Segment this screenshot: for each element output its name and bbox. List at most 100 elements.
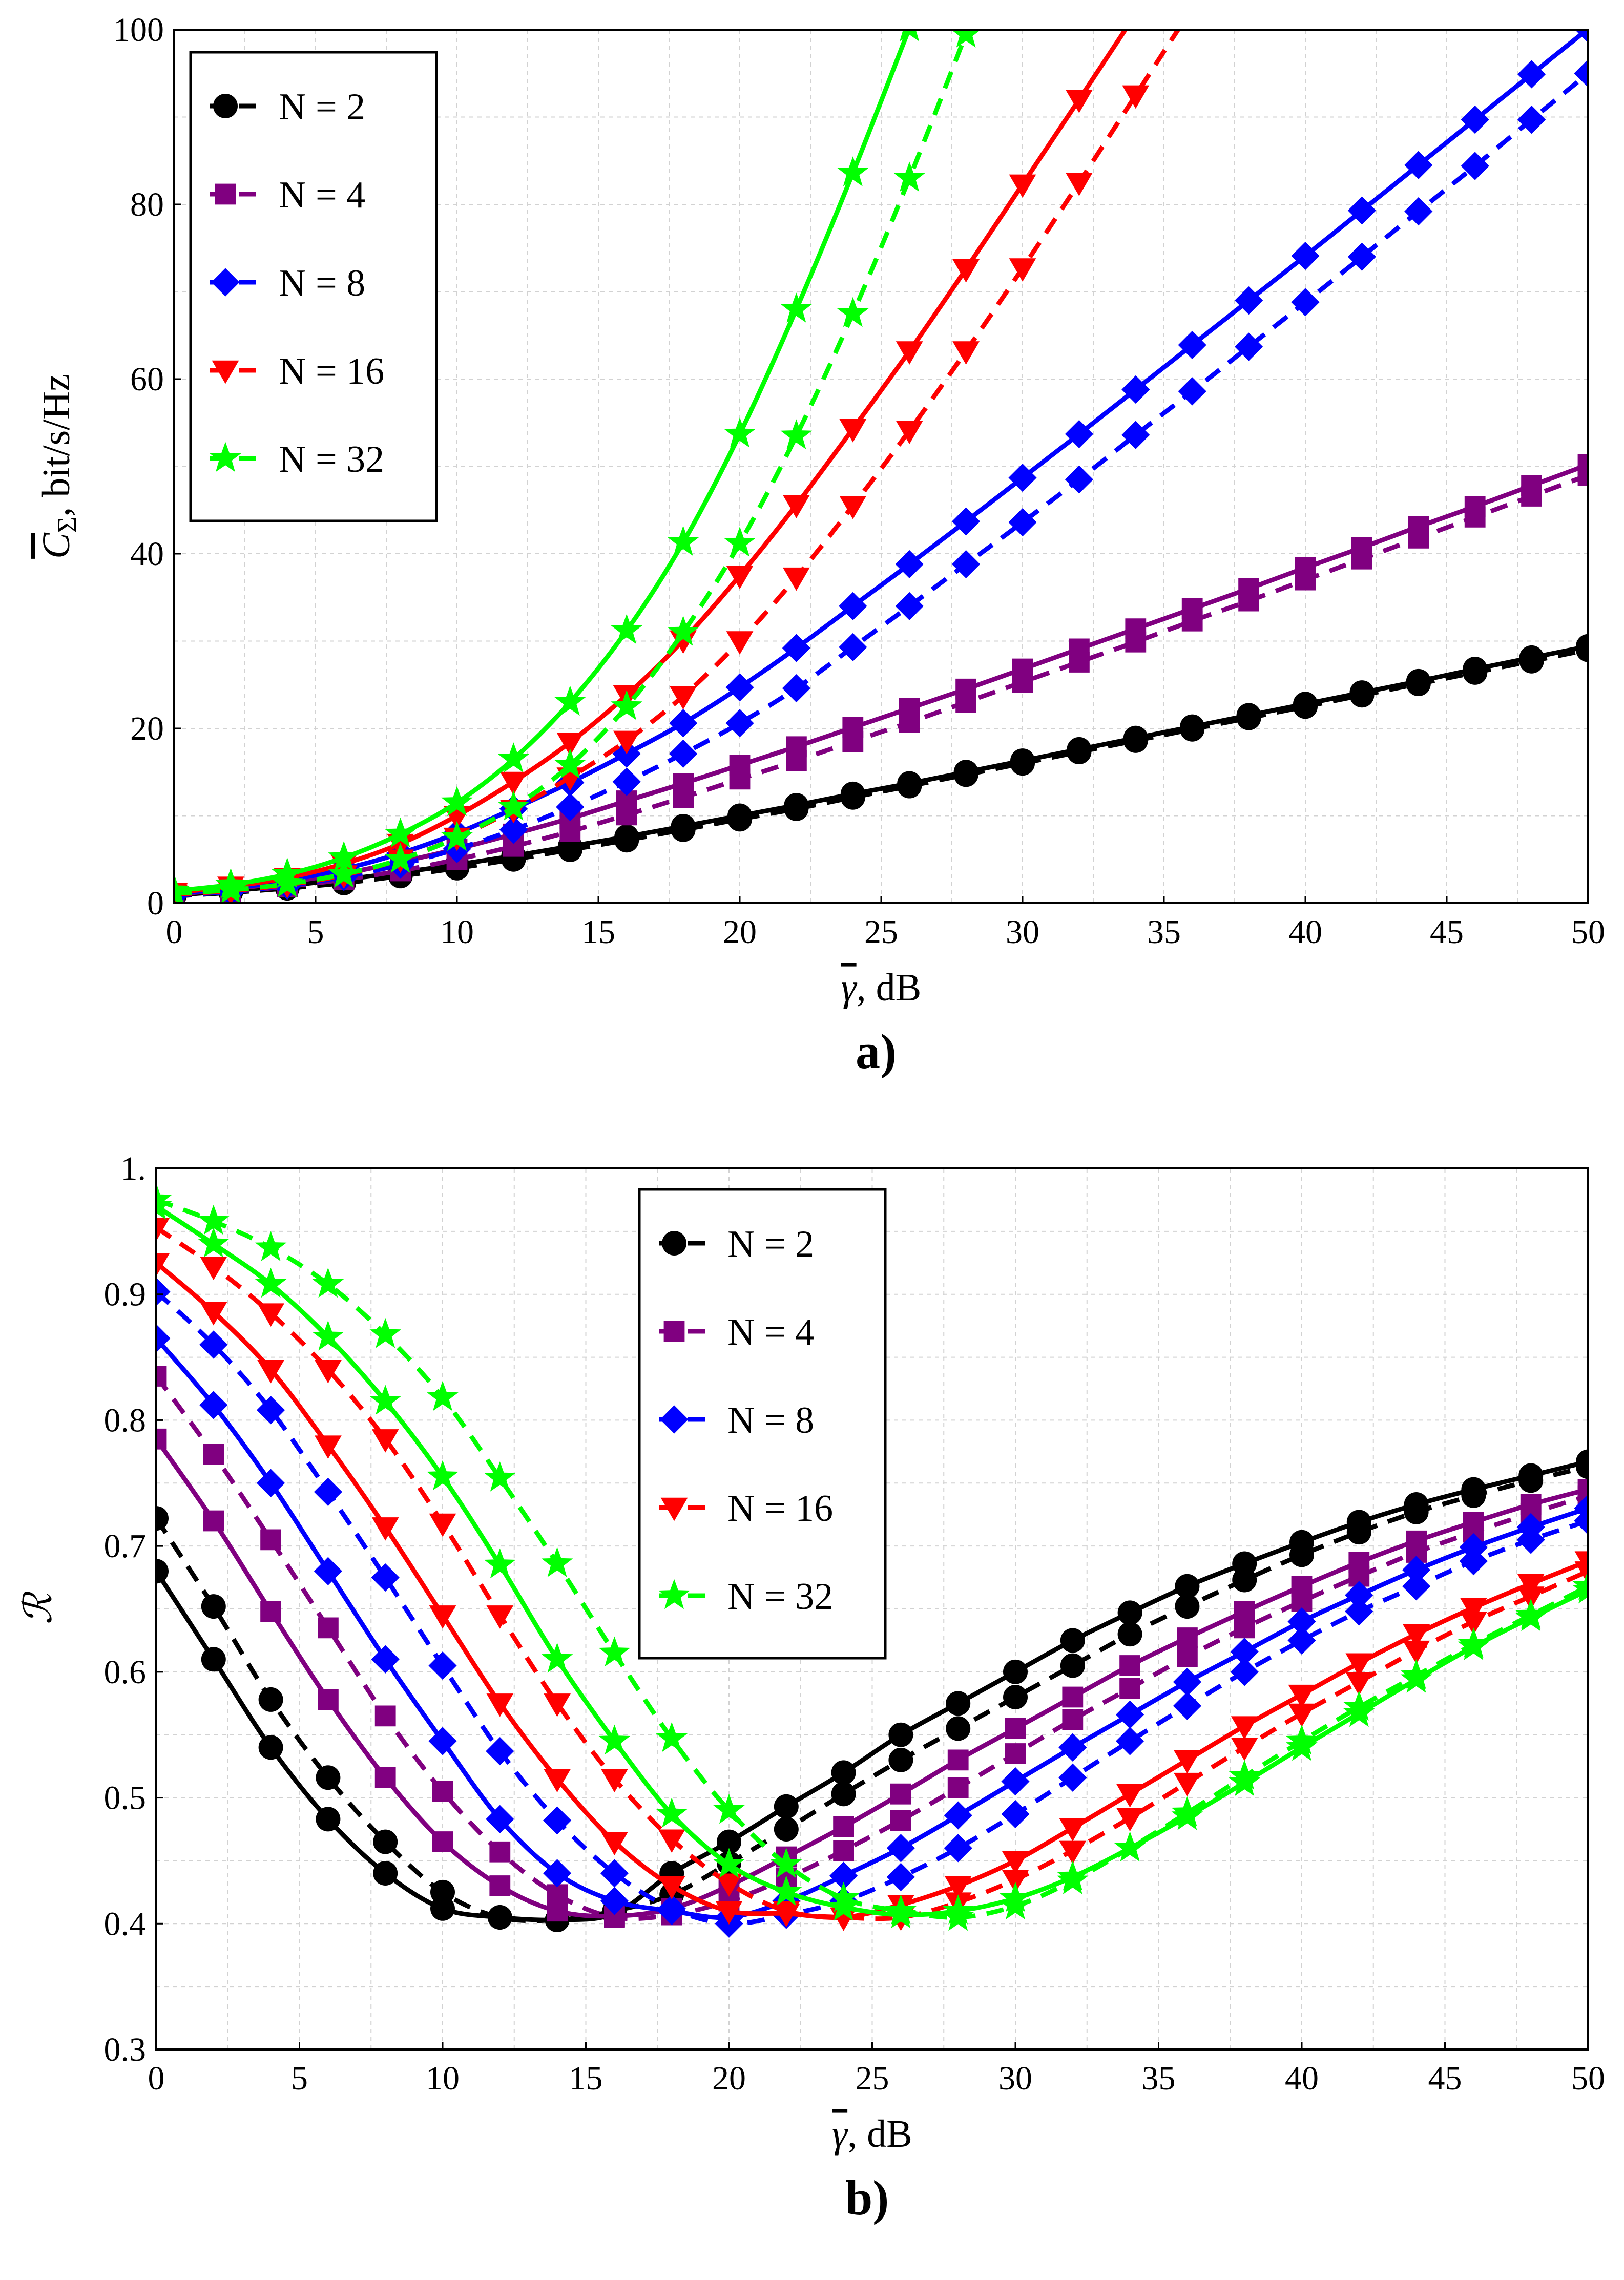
data-point	[897, 773, 922, 799]
data-point	[658, 1876, 685, 1899]
legend-marker	[213, 94, 238, 118]
data-point	[260, 1529, 281, 1551]
legend-marker	[211, 268, 240, 297]
x-tick-label: 40	[1288, 913, 1322, 951]
data-point	[782, 634, 810, 662]
legend-label: N = 8	[727, 1399, 814, 1441]
data-point	[1008, 508, 1037, 537]
legend-marker	[215, 183, 236, 205]
data-point	[432, 1831, 453, 1852]
data-point	[952, 259, 980, 283]
data-point	[1067, 740, 1092, 765]
data-point	[1460, 1612, 1487, 1635]
data-point	[1066, 173, 1093, 196]
series-group	[156, 1183, 1588, 1938]
data-point	[257, 1396, 285, 1425]
legend-label: N = 4	[279, 174, 365, 216]
data-point	[486, 1605, 514, 1629]
data-point	[1402, 1572, 1431, 1601]
data-point	[1008, 464, 1037, 492]
data-point	[893, 161, 925, 192]
data-point	[1515, 1598, 1547, 1629]
data-point	[156, 1253, 170, 1277]
data-point	[1232, 1567, 1257, 1593]
x-tick-label: 5	[291, 2060, 308, 2097]
data-point	[598, 1724, 631, 1755]
data-point	[429, 1605, 456, 1629]
data-point	[1177, 1627, 1198, 1648]
data-point	[1574, 1551, 1588, 1575]
data-point	[1116, 1784, 1143, 1808]
data-point	[174, 876, 190, 903]
data-point	[371, 1563, 400, 1592]
data-point	[726, 566, 754, 590]
data-point	[1348, 1565, 1370, 1587]
data-point	[1175, 1594, 1200, 1619]
x-tick-label: 45	[1428, 2060, 1462, 2097]
data-point	[1463, 1521, 1484, 1543]
data-point	[1173, 1667, 1201, 1697]
series-line-solid	[174, 30, 911, 893]
data-point	[441, 821, 473, 851]
data-point	[840, 785, 865, 810]
data-point	[258, 1735, 283, 1760]
data-point	[888, 1747, 913, 1772]
data-point	[314, 1557, 342, 1585]
data-point	[1060, 1628, 1085, 1653]
data-point	[951, 30, 981, 48]
data-point	[1406, 672, 1431, 697]
data-point	[833, 1840, 854, 1861]
data-point	[314, 1477, 342, 1507]
data-point	[1235, 332, 1263, 361]
data-point	[1517, 106, 1546, 134]
y-tick-label: 0.7	[104, 1528, 147, 1565]
data-point	[955, 692, 976, 713]
data-point	[156, 1428, 167, 1450]
legend-label: N = 2	[279, 86, 365, 128]
data-point	[613, 730, 640, 755]
data-point	[839, 419, 867, 443]
y-tick-label: 20	[130, 710, 164, 747]
y-tick-label: 60	[130, 361, 164, 398]
data-point	[724, 527, 756, 557]
data-point	[328, 841, 360, 871]
data-point	[1402, 1556, 1431, 1584]
data-point	[1574, 59, 1588, 88]
data-point	[316, 1807, 341, 1832]
data-point	[1459, 1547, 1488, 1576]
data-point	[198, 1204, 230, 1235]
data-point	[842, 731, 864, 752]
data-point	[1291, 241, 1320, 270]
data-point	[1179, 0, 1206, 22]
data-point	[829, 1861, 858, 1890]
data-point	[1003, 1685, 1028, 1709]
data-point	[1464, 506, 1486, 528]
data-point	[371, 1429, 399, 1453]
data-point	[667, 616, 699, 646]
data-point	[156, 1218, 170, 1241]
data-point	[257, 1303, 284, 1327]
data-point	[156, 1324, 171, 1353]
data-point	[1295, 569, 1316, 591]
x-tick-label: 25	[856, 2060, 889, 2097]
data-point	[1406, 1542, 1427, 1563]
data-point	[725, 709, 754, 738]
data-point	[1351, 548, 1372, 570]
data-point	[1518, 1468, 1544, 1493]
data-point	[827, 1890, 860, 1921]
data-point	[944, 1801, 972, 1830]
y-tick-label: 0.6	[104, 1654, 147, 1691]
data-point	[199, 1391, 228, 1419]
data-point	[312, 1267, 344, 1298]
data-point	[200, 1302, 227, 1326]
data-point	[258, 1687, 283, 1712]
data-point	[1057, 1864, 1089, 1894]
chart-panel-b: 0 5 10 15 20 25 30 35 40 45 50 0.3 0.4 0.5 0.6 0.7 0.8 0.…	[17, 1150, 1605, 2225]
data-point	[374, 1705, 396, 1727]
data-point	[384, 817, 417, 848]
legend-label: N = 32	[279, 438, 384, 480]
data-point	[1576, 1454, 1588, 1479]
x-tick-label: 15	[569, 2060, 603, 2097]
data-point	[312, 1320, 344, 1351]
data-point	[1229, 1760, 1260, 1790]
